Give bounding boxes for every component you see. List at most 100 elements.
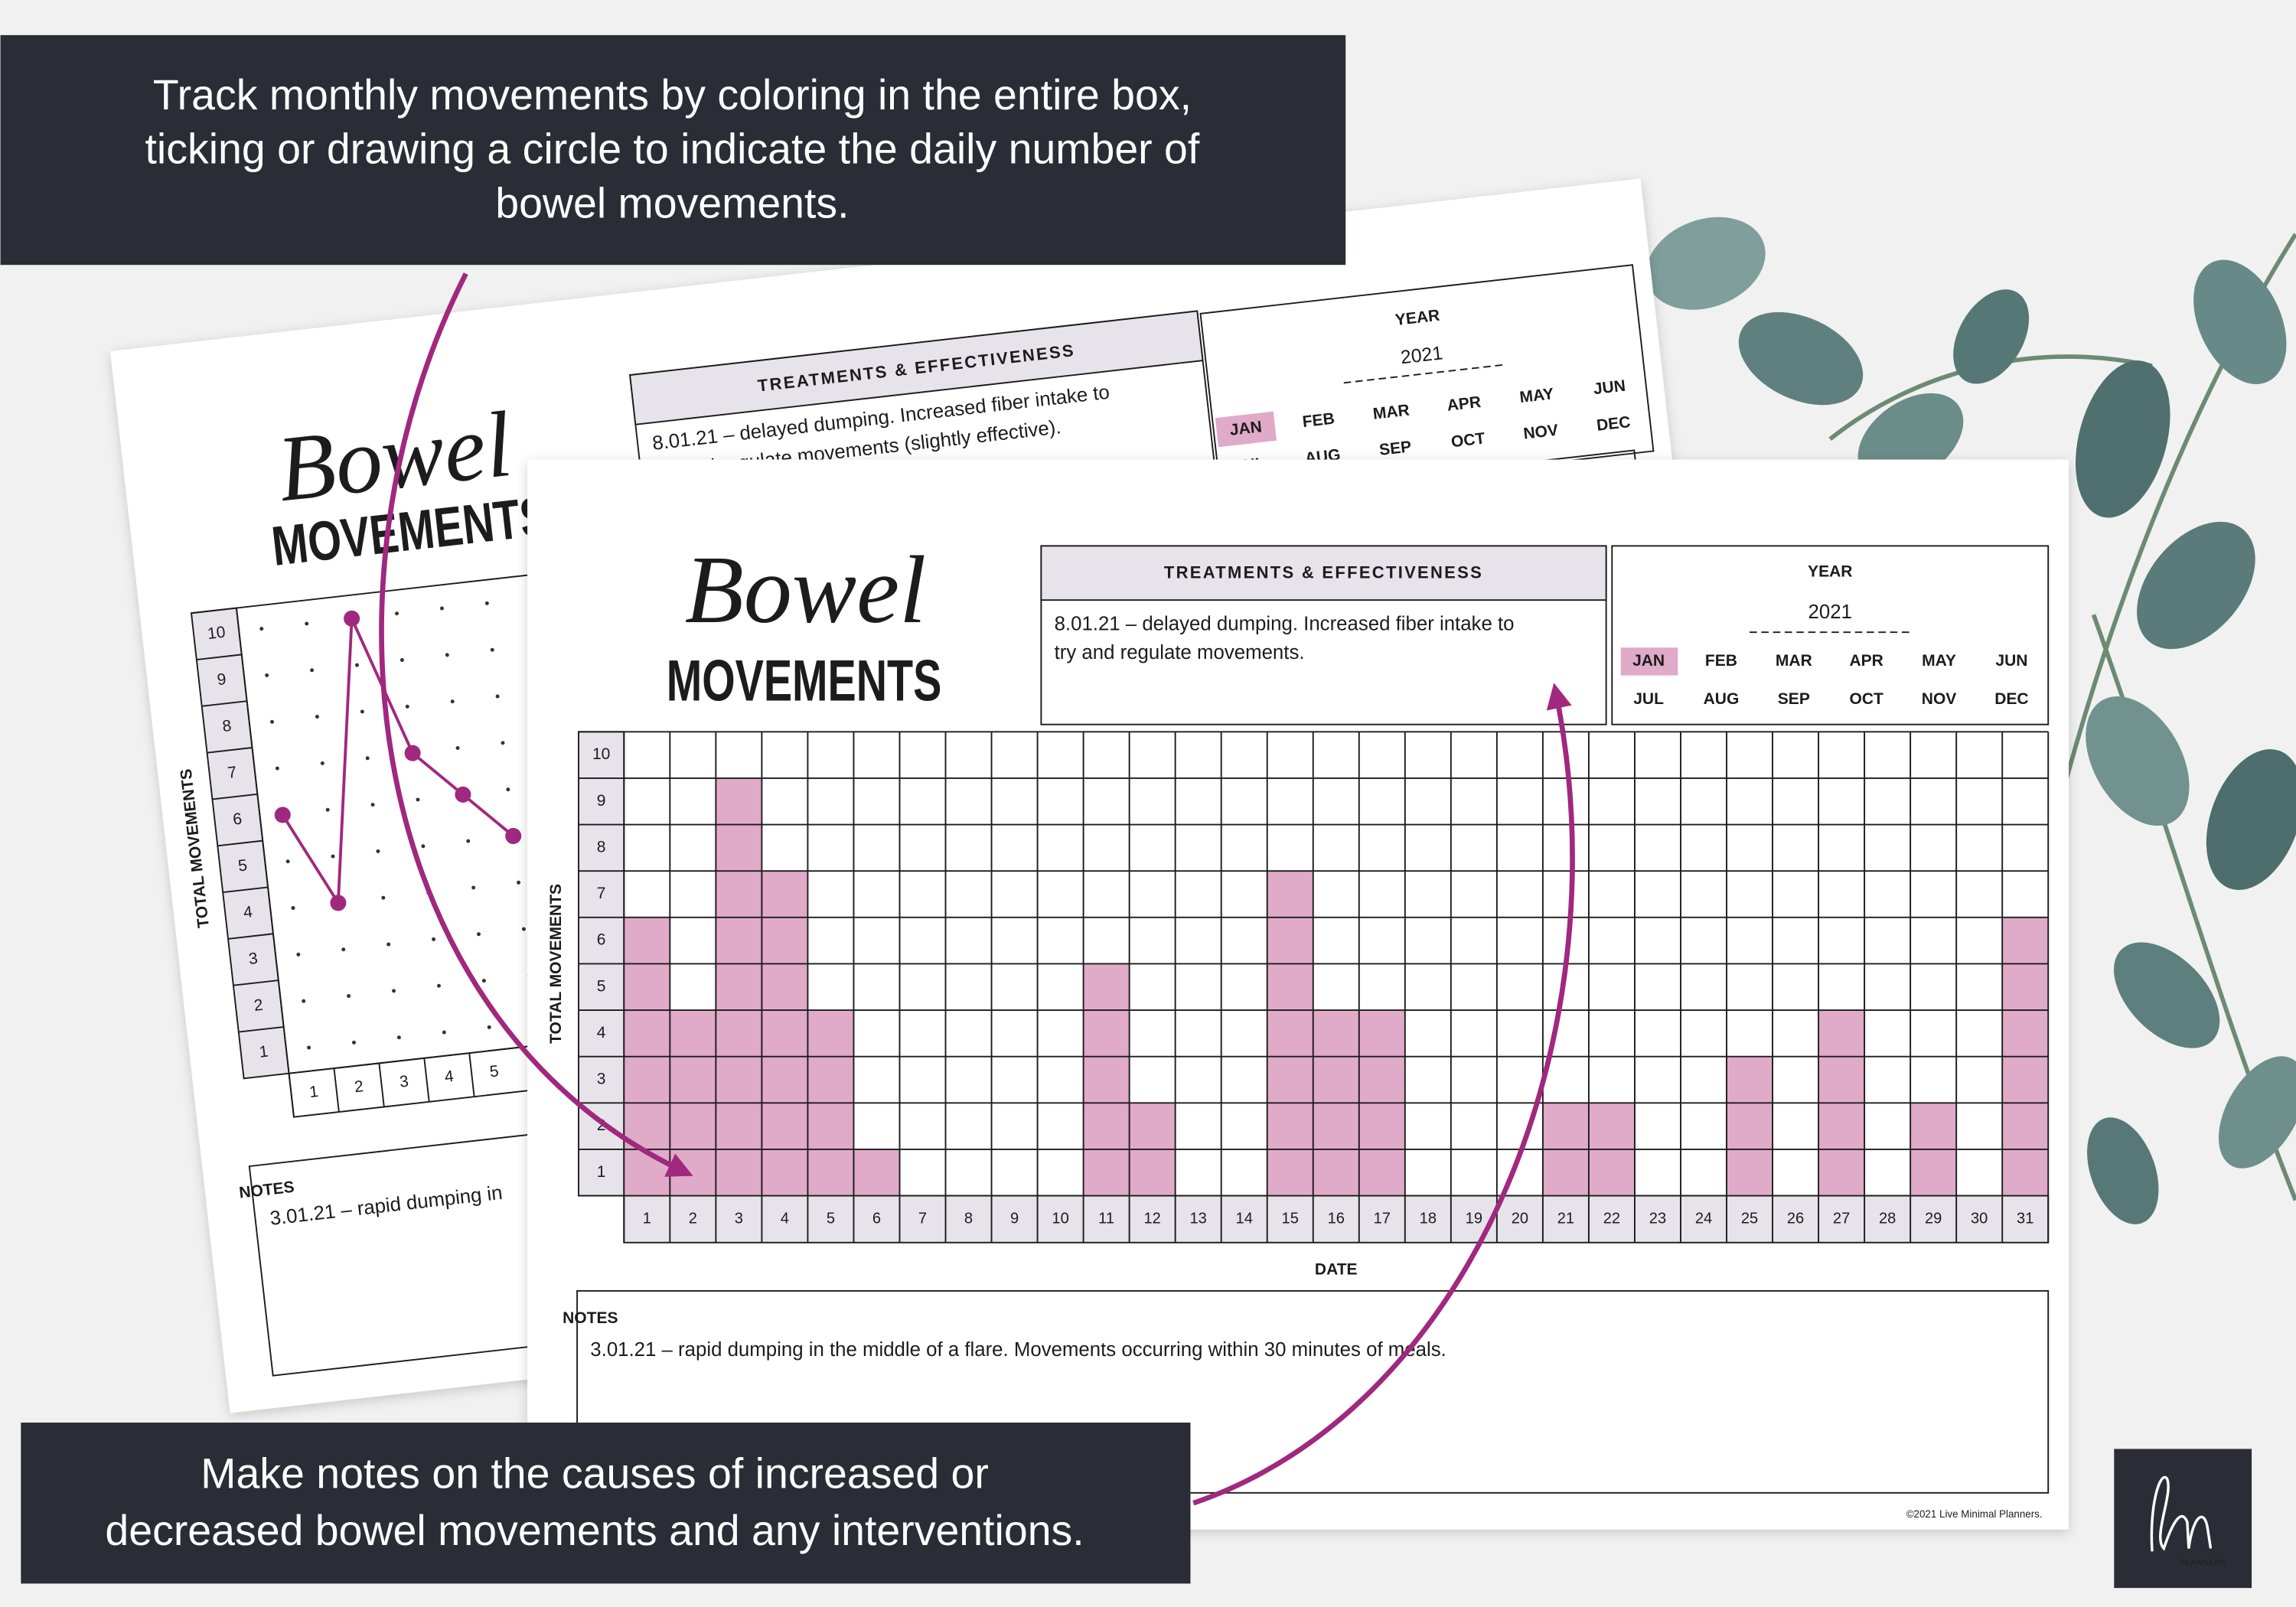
logo-box [2114,1449,2252,1589]
col-divider [333,1068,340,1113]
notes-box [576,1289,2050,1494]
date-label: 15 [1282,1210,1299,1227]
guide-dot [305,621,309,626]
date-label: 16 [1328,1210,1345,1227]
notes-text: 3.01.21 – rapid dumping in the middle of… [590,1339,1446,1361]
guide-dot [445,653,449,657]
line-point [404,745,421,761]
row-divider [196,654,242,660]
box [1611,545,2050,725]
notes-header: NOTES [563,1309,618,1327]
date-label: 19 [1466,1210,1482,1227]
guide-dot [421,844,426,849]
caption-text: bowel movements. [495,179,849,227]
guide-dot [259,627,264,631]
month: AUG [1704,690,1740,708]
month: OCT [1850,690,1884,708]
guide-dot [376,849,380,853]
line-point [330,895,347,911]
row-divider [191,607,237,614]
guide-dot [325,807,330,812]
title: MOVEMENTS [667,648,942,713]
guide-dot [365,756,370,761]
month: JUN [1995,652,2027,670]
guide-dot [395,611,400,616]
date-label: 26 [1787,1210,1804,1227]
guide-dot [432,937,436,941]
month: SEP [1778,690,1810,708]
month-highlight [1215,411,1277,448]
date-label: 21 [1557,1210,1574,1227]
guide-dot [477,932,481,937]
caption-text: ticking or drawing a circle to indicate … [145,125,1200,173]
month: JAN [1632,652,1665,670]
month: FEB [1302,410,1336,432]
guide-dot [442,1030,446,1035]
filled-cells [762,871,808,1196]
filled-cells [1083,963,1130,1196]
month: FEB [1705,652,1737,670]
year-underline [1343,363,1504,384]
year-label: YEAR [1808,562,1852,580]
guide-dot [439,606,444,611]
month: MAR [1372,401,1411,422]
row-label: 7 [597,885,606,902]
date-label: 23 [1649,1210,1666,1227]
guide-dot [270,719,274,724]
row-label: 3 [597,1071,606,1088]
y-label: 1 [258,1043,269,1061]
guide-dot [481,979,486,983]
caption-text: decreased bowel movements and any interv… [105,1507,1084,1554]
date-label: 30 [1971,1210,1988,1227]
caption-text: Make notes on the causes of increased or [201,1449,989,1497]
filled-cells [853,1149,900,1196]
year-value: 2021 [1808,601,1852,623]
guide-dot [436,983,441,988]
guide-dot [471,885,476,890]
x-label: 1 [308,1083,319,1101]
guide-dot [354,663,359,667]
date-label: 13 [1190,1210,1207,1227]
x-label: 5 [489,1062,500,1081]
filled-cells [1267,871,1313,1196]
row-label: 4 [597,1024,606,1041]
caption-box [21,1423,1191,1584]
guide-dot [310,668,315,673]
row-divider [238,1025,284,1033]
row-divider [207,747,253,754]
month: NOV [1522,422,1559,443]
month: MAY [1518,385,1554,406]
date-label: 14 [1236,1210,1253,1227]
month-highlight [1620,647,1678,676]
col-divider [468,1053,475,1097]
x-axis-label: DATE [1315,1261,1358,1279]
date-label: 25 [1741,1210,1758,1227]
guide-dot [386,942,391,947]
month: MAR [1776,652,1812,670]
y-label: 6 [232,810,243,829]
year-value: 2021 [1400,342,1444,368]
month: OCT [1450,429,1486,451]
guide-dot [506,787,510,792]
caption-box [0,34,1346,266]
col-divider [423,1058,430,1102]
row-label: 5 [597,977,606,995]
row-label: 10 [592,745,610,763]
box-header [1040,545,1607,601]
guide-dot [320,761,325,765]
row-divider [223,886,269,894]
y-label: 4 [243,903,254,921]
row-label: 9 [597,792,606,810]
month: DEC [1994,690,2028,708]
x-label: 2 [354,1077,364,1096]
x-label: 3 [399,1073,409,1091]
guide-dot [351,1040,356,1045]
row-label: 1 [597,1163,606,1181]
date-label: 1 [643,1210,651,1227]
guide-dot [275,766,279,771]
month: MAY [1922,652,1956,670]
guide-dot [400,658,404,662]
guide-dot [381,895,386,900]
date-label: 24 [1695,1210,1712,1227]
guide-dot [392,989,396,993]
